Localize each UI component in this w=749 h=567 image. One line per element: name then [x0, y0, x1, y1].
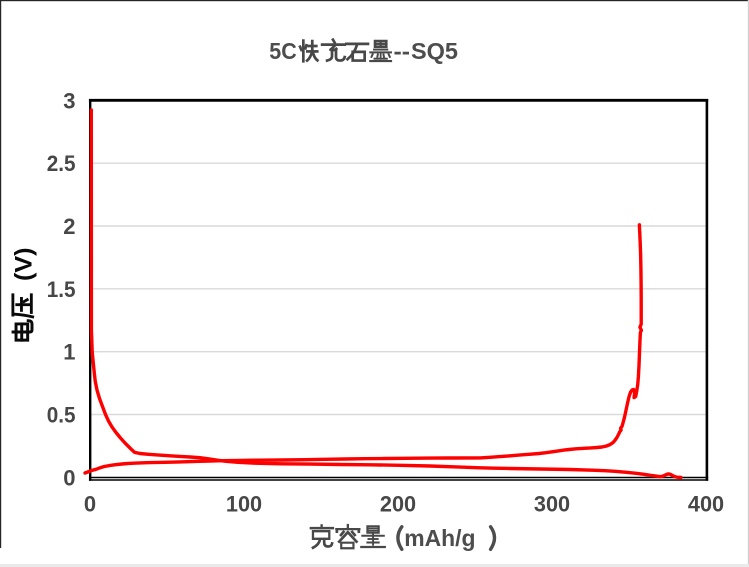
svg-text:mAh/g: mAh/g [404, 525, 475, 551]
svg-text:300: 300 [534, 492, 570, 517]
svg-text:2: 2 [63, 214, 75, 239]
svg-text:0: 0 [84, 492, 96, 517]
svg-text:--: -- [394, 38, 411, 64]
svg-text:100: 100 [226, 492, 262, 517]
svg-text:(V): (V) [10, 248, 37, 282]
svg-text:1: 1 [63, 340, 75, 365]
svg-text:0: 0 [63, 465, 75, 490]
svg-text:SQ5: SQ5 [411, 38, 458, 64]
svg-text:5C: 5C [269, 38, 297, 64]
svg-text:2.5: 2.5 [47, 151, 76, 176]
svg-text:200: 200 [380, 492, 416, 517]
svg-text:1.5: 1.5 [47, 277, 76, 302]
svg-text:3: 3 [63, 88, 75, 113]
svg-text:0.5: 0.5 [47, 403, 76, 428]
svg-text:400: 400 [688, 492, 724, 517]
